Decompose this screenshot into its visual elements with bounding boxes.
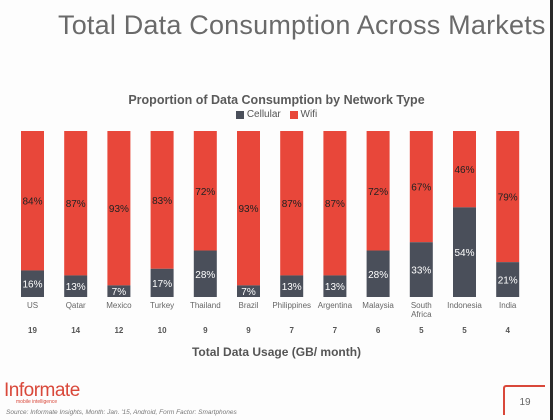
bar-cellular-malaysia <box>366 250 390 297</box>
x-tick-label-qatar: Qatar <box>66 301 86 310</box>
data-label-wifi-brazil: 93% <box>238 204 258 215</box>
data-label-cellular-turkey: 17% <box>152 279 172 290</box>
data-usage-philippines: 7 <box>289 326 294 335</box>
x-tick-label-philippines: Philippines <box>272 301 311 310</box>
x-tick-label-south-africa: South Africa <box>411 301 432 319</box>
data-usage-thailand: 9 <box>203 326 208 335</box>
bar-wifi-qatar <box>64 131 88 276</box>
stacked-bar-chart: 84% 16% US 19 87% 13% Qatar 14 93% 7% Mexico 12 83% 1… <box>21 131 520 335</box>
x-tick-label-thailand: Thailand <box>190 301 221 310</box>
bar-cellular-argentina <box>323 275 347 297</box>
data-label-wifi-malaysia: 72% <box>368 187 388 198</box>
edge-shadow <box>550 0 553 420</box>
bar-wifi-turkey <box>150 131 174 269</box>
data-usage-indonesia: 5 <box>462 326 467 335</box>
data-label-wifi-argentina: 87% <box>325 199 345 210</box>
bar-cellular-india <box>496 262 520 297</box>
data-label-cellular-mexico: 7% <box>112 287 127 298</box>
data-label-cellular-qatar: 13% <box>66 282 86 293</box>
data-label-wifi-indonesia: 46% <box>454 165 474 176</box>
data-label-cellular-south-africa: 33% <box>411 266 431 277</box>
bar-cellular-thailand <box>193 250 217 297</box>
page-number-frame <box>503 385 545 415</box>
data-usage-us: 19 <box>28 326 37 335</box>
legend-item-wifi: Wifi <box>289 109 318 120</box>
bar-cellular-us <box>21 270 44 297</box>
data-label-cellular-philippines: 13% <box>282 282 302 293</box>
legend-swatch-cellular <box>235 110 244 119</box>
bar-wifi-mexico <box>107 131 131 286</box>
data-label-cellular-malaysia: 28% <box>368 270 388 281</box>
data-label-wifi-india: 79% <box>498 193 518 204</box>
legend-swatch-wifi <box>289 110 298 119</box>
data-label-wifi-mexico: 93% <box>109 204 129 215</box>
x-axis-label: Total Data Usage (GB/ month) <box>191 345 362 359</box>
data-label-cellular-indonesia: 54% <box>454 248 474 259</box>
x-tick-label-argentina: Argentina <box>318 301 353 310</box>
x-tick-label-malaysia: Malaysia <box>362 301 394 310</box>
bar-wifi-india <box>496 131 520 263</box>
source-note: Source: Informate Insights, Month: Jan. … <box>6 409 237 416</box>
data-usage-malaysia: 6 <box>376 326 381 335</box>
bar-wifi-malaysia <box>366 131 390 251</box>
x-tick-label-turkey: Turkey <box>150 301 174 310</box>
bar-wifi-us <box>21 131 44 271</box>
logo-tagline: mobile intelligence <box>16 399 58 405</box>
data-usage-india: 4 <box>505 326 510 335</box>
bar-wifi-brazil <box>237 131 260 286</box>
data-usage-south-africa: 5 <box>419 326 424 335</box>
x-tick-label-mexico: Mexico <box>106 301 132 310</box>
page-number: 19 <box>519 397 531 408</box>
legend-label-wifi: Wifi <box>300 109 318 120</box>
bar-cellular-indonesia <box>453 207 476 297</box>
legend-item-cellular: Cellular <box>235 109 281 120</box>
bar-cellular-south-africa <box>409 242 433 297</box>
data-label-wifi-turkey: 83% <box>152 196 172 207</box>
bar-wifi-south-africa <box>409 131 433 243</box>
page-title: Total Data Consumption Across Markets <box>58 10 546 40</box>
bar-cellular-mexico <box>107 285 131 297</box>
bar-wifi-argentina <box>323 131 347 276</box>
bar-wifi-indonesia <box>453 131 476 208</box>
bar-cellular-brazil <box>237 285 260 297</box>
data-label-cellular-brazil: 7% <box>241 287 256 298</box>
data-label-wifi-thailand: 72% <box>195 187 215 198</box>
data-label-wifi-qatar: 87% <box>66 199 86 210</box>
bar-wifi-philippines <box>280 131 304 276</box>
chart-title: Proportion of Data Consumption by Networ… <box>128 93 425 107</box>
x-tick-label-india: India <box>499 301 517 310</box>
data-usage-turkey: 10 <box>158 326 167 335</box>
data-label-cellular-thailand: 28% <box>195 270 215 281</box>
data-usage-mexico: 12 <box>114 326 123 335</box>
chart-legend: Cellular Wifi <box>0 109 553 122</box>
bar-wifi-thailand <box>193 131 217 251</box>
data-usage-brazil: 9 <box>246 326 251 335</box>
informate-logo: Informate <box>4 380 80 401</box>
data-usage-qatar: 14 <box>71 326 80 335</box>
data-label-cellular-argentina: 13% <box>325 282 345 293</box>
data-label-wifi-us: 84% <box>22 197 42 208</box>
bar-cellular-philippines <box>280 275 304 297</box>
legend-label-cellular: Cellular <box>246 109 281 120</box>
data-label-wifi-south-africa: 67% <box>411 183 431 194</box>
x-tick-label-indonesia: Indonesia <box>447 301 482 310</box>
data-label-cellular-us: 16% <box>22 280 42 291</box>
x-tick-label-brazil: Brazil <box>238 301 258 310</box>
bar-cellular-turkey <box>150 268 174 297</box>
data-label-cellular-india: 21% <box>498 276 518 287</box>
data-label-wifi-philippines: 87% <box>282 199 302 210</box>
data-usage-argentina: 7 <box>333 326 338 335</box>
bar-cellular-qatar <box>64 275 88 297</box>
x-tick-label-us: US <box>27 301 38 310</box>
